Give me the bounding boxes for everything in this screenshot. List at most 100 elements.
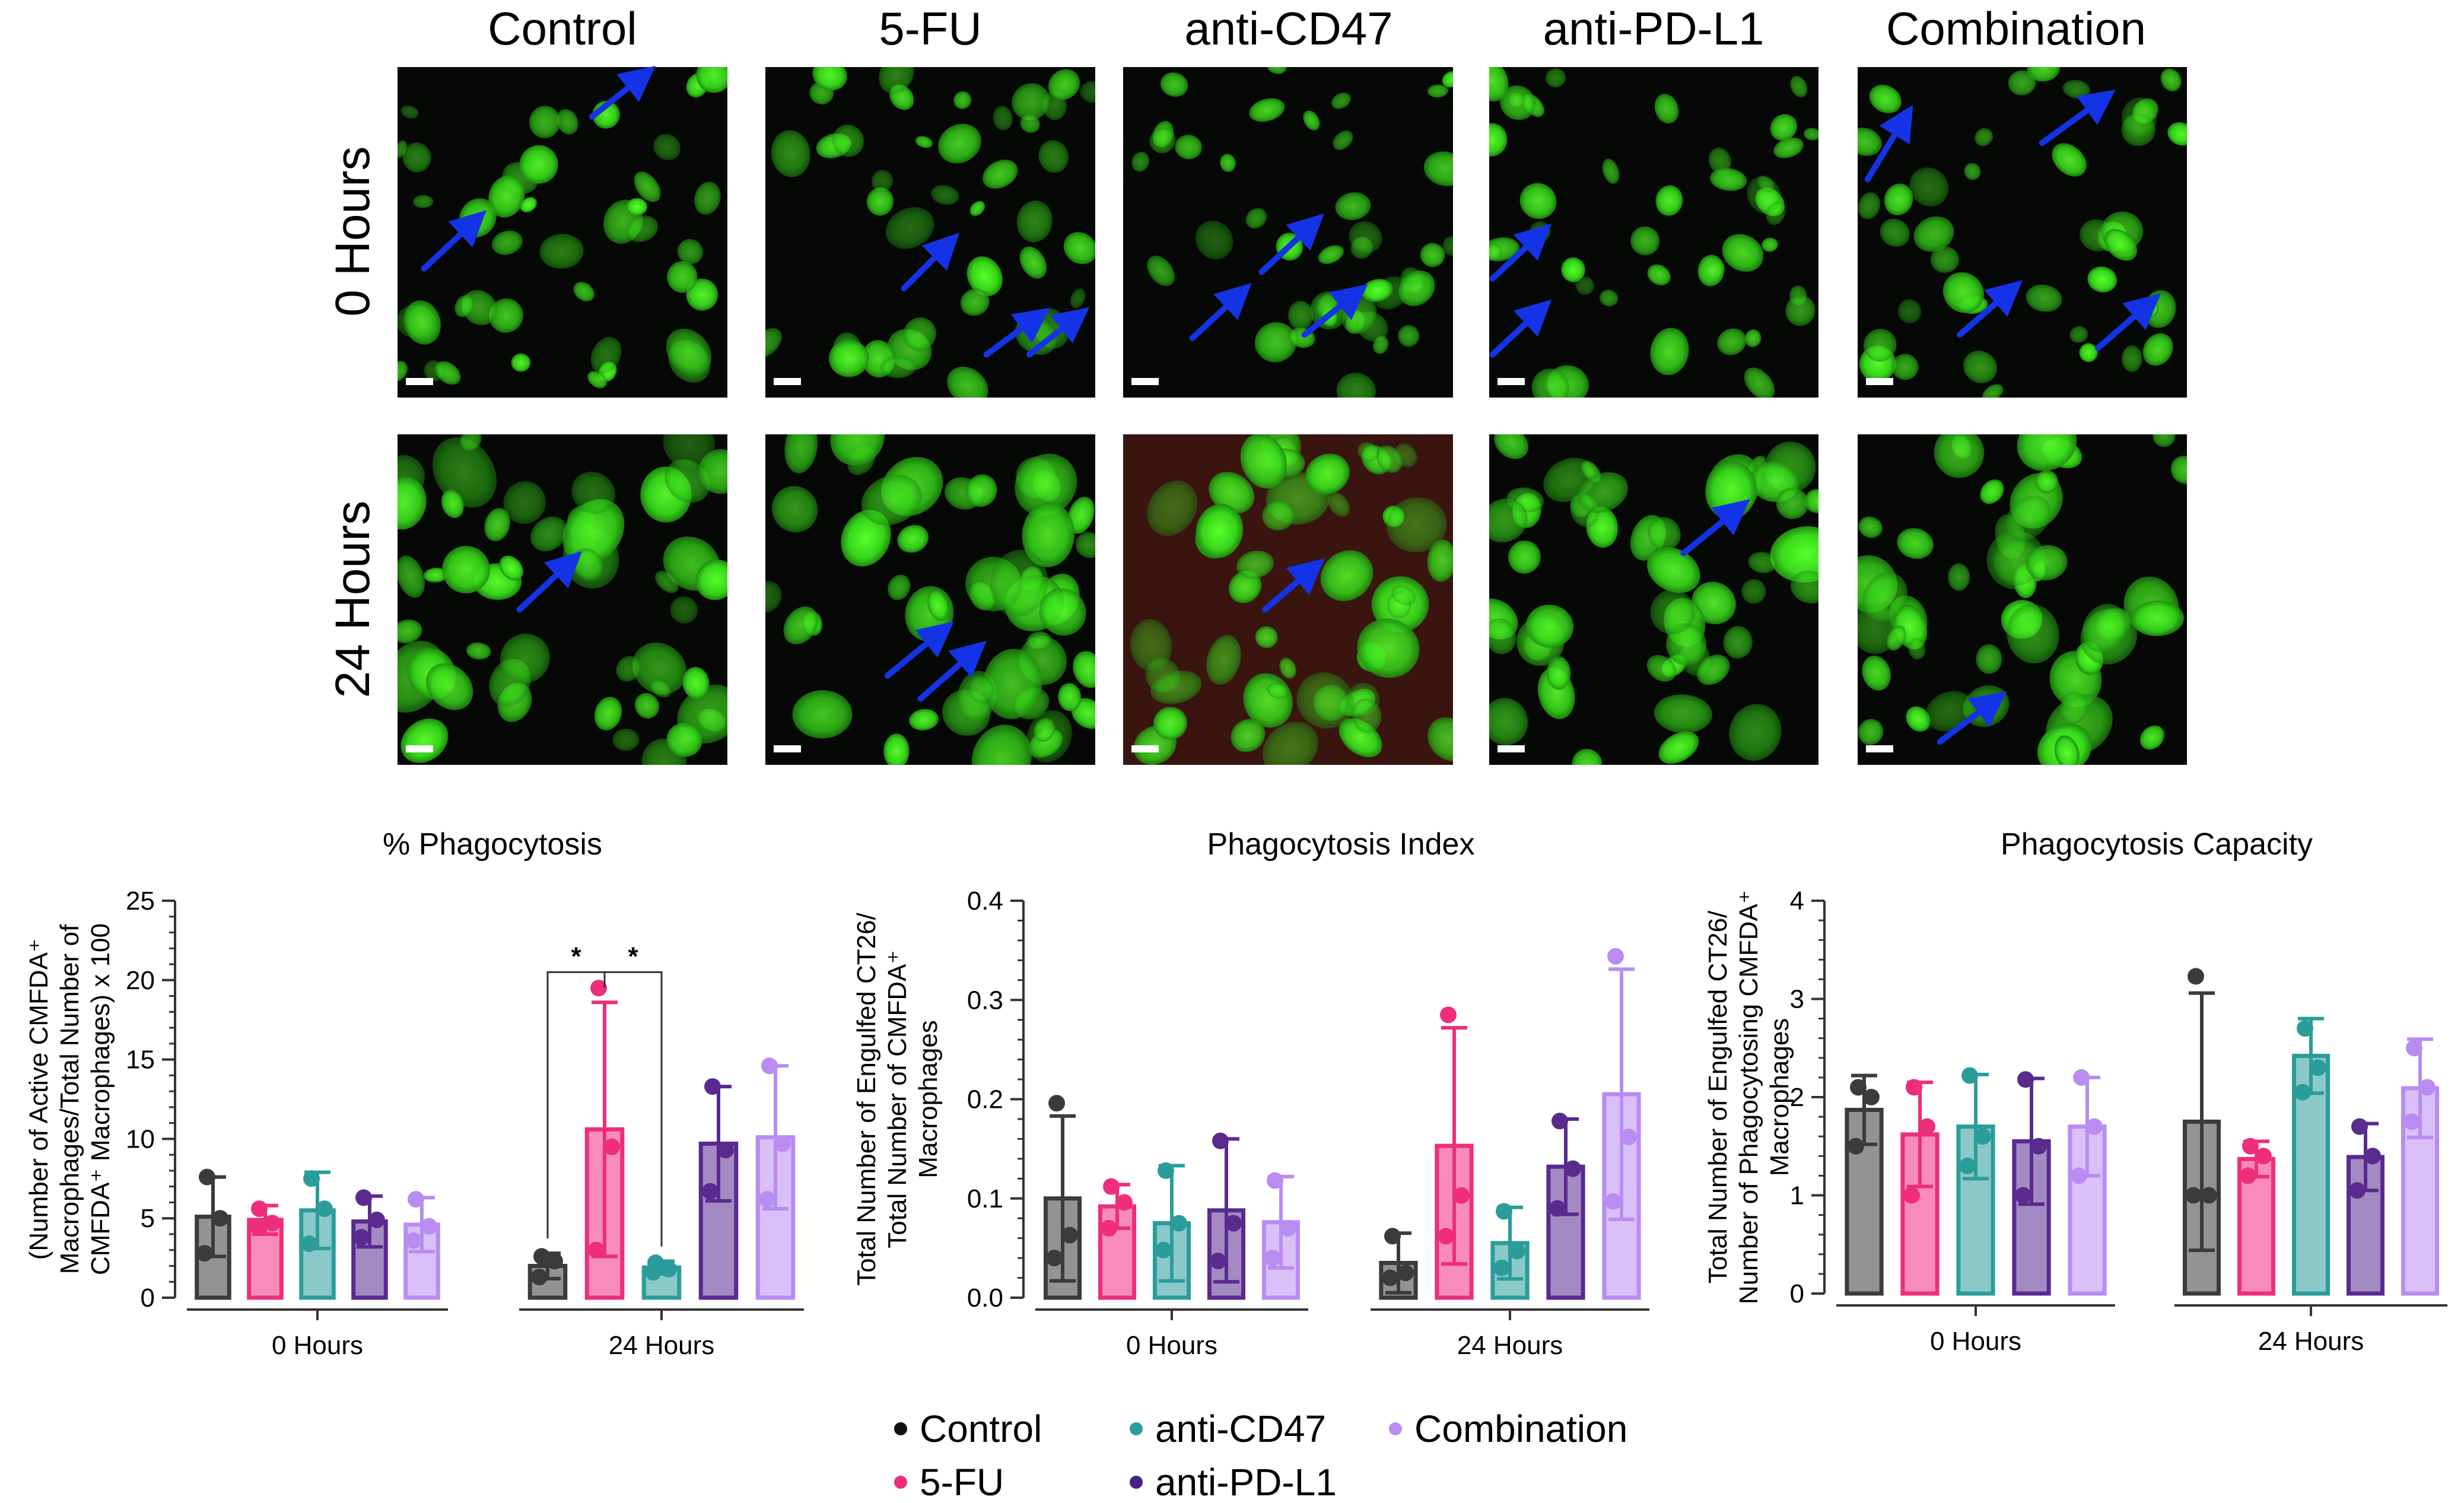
blue-arrow-icon xyxy=(421,210,487,272)
cell xyxy=(1063,231,1095,265)
y-tick-label: 4 xyxy=(1790,886,1804,916)
cell xyxy=(1335,192,1371,221)
data-point-combination xyxy=(759,1191,775,1208)
scale-bar xyxy=(406,745,433,752)
chart-title: Phagocytosis Index xyxy=(1207,827,1475,862)
data-point-anti-cd47 xyxy=(1171,1215,1187,1232)
data-point-anti-cd47 xyxy=(2294,1083,2311,1101)
cell xyxy=(1153,707,1187,740)
y-tick-label: 20 xyxy=(126,966,155,995)
y-tick-label: 2 xyxy=(1790,1083,1804,1112)
chart-title: % Phagocytosis xyxy=(383,827,602,862)
data-point-anti-pd-l1 xyxy=(2017,1071,2034,1088)
legend-label-control: Control xyxy=(920,1407,1042,1450)
data-point-anti-pd-l1 xyxy=(2015,1187,2031,1204)
cell xyxy=(1147,480,1198,536)
data-point-control xyxy=(1384,1228,1401,1245)
micrograph-panel xyxy=(1858,434,2187,765)
cell xyxy=(1048,69,1080,100)
blue-arrow-icon xyxy=(1489,223,1552,282)
cell xyxy=(1442,236,1453,256)
cell xyxy=(1015,453,1077,516)
data-point-5-fu xyxy=(1440,1006,1457,1024)
data-point-combination xyxy=(1267,1172,1283,1189)
data-point-combination xyxy=(774,1135,791,1152)
cell xyxy=(2139,725,2164,750)
blue-arrow-icon xyxy=(1189,282,1252,341)
y-tick-label: 1 xyxy=(1790,1181,1804,1210)
y-axis-label: Total Number of Engulfed CT26/Number of … xyxy=(1703,890,1794,1304)
cell xyxy=(1391,585,1416,605)
legend-marker-anti-cd47 xyxy=(1130,1422,1143,1435)
data-point-combination xyxy=(2071,1167,2087,1184)
bar-combination xyxy=(2068,1124,2107,1296)
cell xyxy=(2059,691,2088,725)
data-point-control xyxy=(531,1269,548,1286)
cell xyxy=(520,197,537,212)
scale-bar xyxy=(1131,745,1159,752)
cell xyxy=(1150,670,1202,704)
cell xyxy=(1647,517,1681,551)
cell xyxy=(1147,255,1175,287)
data-point-control xyxy=(2185,1187,2202,1204)
cell xyxy=(2008,70,2036,96)
cell xyxy=(682,666,710,700)
cell xyxy=(1034,718,1055,742)
cell xyxy=(1331,92,1351,109)
x-tick-label: 0 Hours xyxy=(1126,1331,1217,1360)
data-point-anti-cd47 xyxy=(303,1170,320,1187)
cell xyxy=(1744,367,1775,398)
cell xyxy=(2052,143,2087,177)
scale-bar xyxy=(774,745,801,752)
cell xyxy=(454,294,475,317)
micrograph-panel xyxy=(1858,67,2187,398)
cell xyxy=(1546,656,1571,690)
data-point-control xyxy=(1850,1079,1867,1096)
cell xyxy=(2131,600,2185,637)
y-tick-label: 0 xyxy=(1790,1279,1804,1308)
cell xyxy=(784,434,818,474)
cell xyxy=(1575,277,1595,295)
cell xyxy=(1948,563,1970,591)
cell xyxy=(1196,504,1244,558)
cell-cluster xyxy=(398,434,727,765)
cell xyxy=(2026,284,2062,312)
cell xyxy=(670,596,698,624)
chart-phagocytosis-index: Phagocytosis Index Total Number of Engulf… xyxy=(852,827,1649,1360)
cell xyxy=(965,474,997,507)
cell xyxy=(1240,434,1287,489)
cell xyxy=(2170,456,2187,484)
cell xyxy=(1423,151,1453,186)
data-point-anti-pd-l1 xyxy=(704,1078,721,1095)
cell xyxy=(1327,492,1350,517)
cell xyxy=(1723,626,1753,659)
legend-marker-5fu xyxy=(894,1476,907,1489)
cell xyxy=(1254,322,1297,363)
data-point-anti-cd47 xyxy=(1975,1128,1991,1145)
cell xyxy=(1646,654,1677,682)
cell xyxy=(1630,226,1660,256)
cell xyxy=(459,434,482,452)
cell xyxy=(1650,589,1695,635)
cell xyxy=(1791,570,1818,603)
significance-star: * xyxy=(628,942,638,971)
micrograph-panel xyxy=(398,434,727,765)
data-point-anti-cd47 xyxy=(660,1260,677,1278)
cell xyxy=(2054,735,2080,765)
cell xyxy=(562,499,625,565)
cell xyxy=(594,697,622,730)
cell xyxy=(1531,368,1569,398)
blue-arrow-icon xyxy=(2039,90,2116,147)
cell xyxy=(1942,272,1984,313)
significance-star: * xyxy=(571,942,581,971)
scale-bar xyxy=(774,378,801,385)
cell xyxy=(2007,604,2059,664)
cell xyxy=(1019,246,1047,279)
cell xyxy=(694,182,721,215)
y-tick-label: 0.0 xyxy=(967,1283,1003,1313)
column-title-5fu: 5-FU xyxy=(879,2,981,55)
cell xyxy=(1398,270,1435,306)
cell xyxy=(666,723,702,757)
data-point-control xyxy=(1061,1226,1078,1244)
x-tick-label: 24 Hours xyxy=(1457,1331,1563,1360)
